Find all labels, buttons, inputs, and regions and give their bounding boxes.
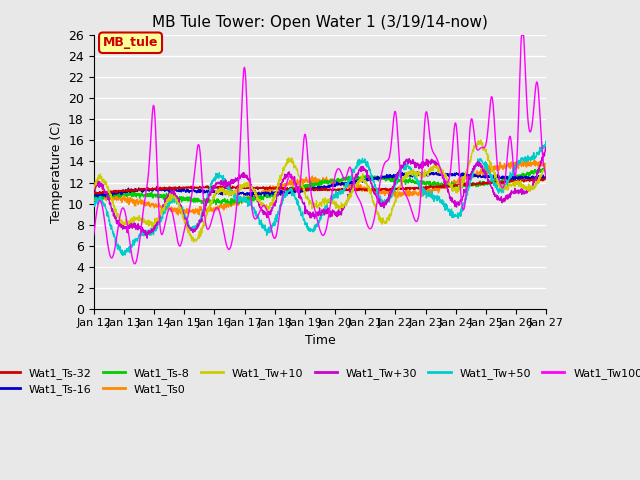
Line: Wat1_Tw100: Wat1_Tw100 bbox=[93, 36, 547, 264]
Wat1_Ts-16 bbox=[94, 194, 102, 200]
Wat1_Tw+30 bbox=[300, 200, 307, 206]
Wat1_Tw100 bbox=[292, 184, 300, 190]
X-axis label: Time: Time bbox=[305, 334, 335, 347]
Wat1_Tw+10 bbox=[543, 163, 550, 169]
Wat1_Tw+30 bbox=[125, 223, 132, 229]
Wat1_Tw+30 bbox=[543, 145, 550, 151]
Wat1_Ts-16 bbox=[125, 189, 133, 195]
Wat1_Ts-32 bbox=[348, 186, 355, 192]
Wat1_Tw100 bbox=[518, 33, 525, 38]
Wat1_Ts-16 bbox=[348, 178, 355, 184]
Wat1_Ts-32 bbox=[143, 187, 151, 192]
Wat1_Tw+50 bbox=[542, 138, 550, 144]
Wat1_Tw+30 bbox=[90, 184, 97, 190]
Line: Wat1_Tw+50: Wat1_Tw+50 bbox=[93, 141, 547, 255]
Wat1_Tw+30 bbox=[282, 172, 290, 178]
Line: Wat1_Tw+10: Wat1_Tw+10 bbox=[93, 140, 547, 242]
Line: Wat1_Ts0: Wat1_Ts0 bbox=[93, 160, 547, 215]
Line: Wat1_Ts-32: Wat1_Ts-32 bbox=[93, 178, 547, 194]
Wat1_Tw+50 bbox=[125, 246, 133, 252]
Line: Wat1_Ts-8: Wat1_Ts-8 bbox=[93, 167, 547, 205]
Wat1_Ts-8 bbox=[541, 164, 549, 170]
Wat1_Ts-16 bbox=[282, 188, 290, 193]
Wat1_Ts-8 bbox=[300, 184, 307, 190]
Wat1_Tw+30 bbox=[143, 231, 151, 237]
Wat1_Ts-32 bbox=[125, 188, 133, 194]
Wat1_Ts-8 bbox=[90, 197, 97, 203]
Wat1_Tw+10 bbox=[125, 218, 132, 224]
Wat1_Tw+50 bbox=[119, 252, 127, 258]
Wat1_Ts-32 bbox=[90, 190, 97, 195]
Wat1_Ts-8 bbox=[125, 192, 132, 197]
Wat1_Tw100 bbox=[300, 140, 307, 145]
Wat1_Tw+10 bbox=[477, 137, 484, 143]
Text: MB_tule: MB_tule bbox=[103, 36, 158, 49]
Wat1_Tw100 bbox=[348, 168, 355, 174]
Wat1_Ts-32 bbox=[543, 176, 550, 182]
Wat1_Tw+50 bbox=[143, 232, 151, 238]
Wat1_Tw+30 bbox=[143, 235, 151, 241]
Wat1_Tw+50 bbox=[300, 217, 307, 223]
Wat1_Tw+10 bbox=[300, 188, 307, 193]
Line: Wat1_Ts-16: Wat1_Ts-16 bbox=[93, 172, 547, 197]
Wat1_Ts-16 bbox=[143, 186, 151, 192]
Wat1_Ts0 bbox=[543, 164, 550, 170]
Wat1_Ts0 bbox=[125, 195, 132, 201]
Wat1_Ts-16 bbox=[292, 189, 300, 194]
Wat1_Tw+50 bbox=[292, 196, 300, 202]
Wat1_Ts-32 bbox=[282, 186, 290, 192]
Wat1_Ts-32 bbox=[300, 187, 307, 192]
Wat1_Tw100 bbox=[125, 232, 132, 238]
Wat1_Ts-8 bbox=[282, 188, 290, 194]
Wat1_Tw+10 bbox=[143, 222, 151, 228]
Wat1_Ts-16 bbox=[90, 192, 97, 198]
Wat1_Tw+10 bbox=[348, 191, 355, 196]
Line: Wat1_Tw+30: Wat1_Tw+30 bbox=[93, 148, 547, 238]
Wat1_Ts0 bbox=[524, 157, 532, 163]
Wat1_Ts-16 bbox=[414, 169, 422, 175]
Wat1_Ts-32 bbox=[540, 175, 548, 181]
Wat1_Ts0 bbox=[143, 199, 151, 205]
Y-axis label: Temperature (C): Temperature (C) bbox=[49, 121, 63, 223]
Wat1_Tw100 bbox=[90, 232, 97, 238]
Wat1_Tw100 bbox=[282, 182, 290, 188]
Wat1_Tw+10 bbox=[292, 163, 300, 169]
Wat1_Ts-8 bbox=[143, 192, 151, 198]
Wat1_Ts-32 bbox=[292, 188, 300, 193]
Wat1_Ts-8 bbox=[543, 168, 550, 173]
Wat1_Tw+50 bbox=[90, 200, 97, 206]
Title: MB Tule Tower: Open Water 1 (3/19/14-now): MB Tule Tower: Open Water 1 (3/19/14-now… bbox=[152, 15, 488, 30]
Wat1_Ts0 bbox=[348, 183, 355, 189]
Wat1_Tw+30 bbox=[292, 181, 300, 187]
Wat1_Ts0 bbox=[292, 181, 300, 187]
Wat1_Tw100 bbox=[143, 180, 151, 186]
Wat1_Ts-32 bbox=[94, 191, 102, 197]
Wat1_Ts0 bbox=[282, 180, 290, 186]
Wat1_Ts-8 bbox=[292, 186, 300, 192]
Wat1_Tw+10 bbox=[190, 239, 198, 245]
Wat1_Ts-8 bbox=[348, 176, 355, 181]
Legend: Wat1_Ts-32, Wat1_Ts-16, Wat1_Ts-8, Wat1_Ts0, Wat1_Tw+10, Wat1_Tw+30, Wat1_Tw+50,: Wat1_Ts-32, Wat1_Ts-16, Wat1_Ts-8, Wat1_… bbox=[0, 363, 640, 400]
Wat1_Tw100 bbox=[543, 174, 550, 180]
Wat1_Tw+50 bbox=[543, 140, 550, 145]
Wat1_Ts-16 bbox=[300, 188, 307, 194]
Wat1_Tw+30 bbox=[348, 182, 355, 188]
Wat1_Ts0 bbox=[90, 197, 97, 203]
Wat1_Tw+50 bbox=[282, 188, 290, 194]
Wat1_Ts0 bbox=[174, 212, 182, 218]
Wat1_Ts-8 bbox=[227, 202, 235, 208]
Wat1_Tw100 bbox=[131, 261, 139, 267]
Wat1_Ts0 bbox=[300, 179, 307, 185]
Wat1_Tw+50 bbox=[348, 174, 355, 180]
Wat1_Ts-16 bbox=[543, 175, 550, 180]
Wat1_Tw+10 bbox=[90, 186, 97, 192]
Wat1_Tw+10 bbox=[282, 163, 290, 168]
